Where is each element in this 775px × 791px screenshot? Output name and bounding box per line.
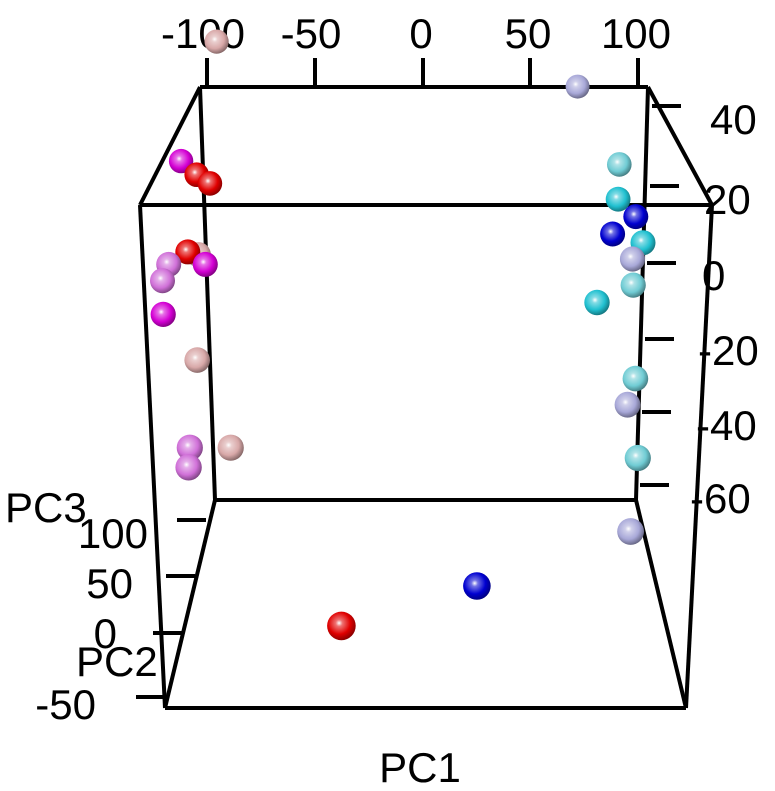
data-point-lavender [614, 391, 641, 418]
bounding-box [138, 85, 714, 710]
pc2-tick-label: 0 [94, 610, 117, 657]
pc2-axis-title: PC2 [76, 638, 158, 685]
box-edge [684, 204, 714, 709]
pc3-axis-title: PC3 [5, 484, 87, 531]
data-point-rosybrown [217, 434, 244, 461]
box-edge [138, 204, 167, 709]
pc1-tick-label: -50 [281, 10, 342, 57]
data-points [150, 29, 656, 641]
pc2-tick-label: 100 [78, 510, 148, 557]
data-point-rosybrown [204, 29, 229, 54]
data-point-rosybrown [184, 347, 210, 373]
data-point-lightcyan [624, 444, 651, 472]
data-point-blue [463, 572, 491, 600]
pc3-tick-label: -60 [690, 475, 751, 522]
pc2-tick-label: -50 [35, 681, 96, 728]
data-point-lightcyan [620, 272, 646, 298]
pc1-tick-label: 50 [505, 10, 552, 57]
pc3-tick-label: -20 [698, 327, 759, 374]
box-edge [163, 499, 217, 709]
pc3-tick-label: 40 [710, 96, 757, 143]
data-point-lavender [619, 246, 646, 272]
data-point-red [175, 239, 201, 265]
box-edge [198, 86, 217, 501]
data-point-orchid [175, 454, 202, 481]
pc3-tick-label: 0 [702, 252, 725, 299]
data-point-lightcyan [622, 365, 649, 392]
data-point-orchid [150, 268, 175, 294]
data-point-lavender [617, 518, 644, 545]
pc3-tick-label: 20 [704, 176, 751, 223]
data-point-lightcyan [607, 152, 632, 177]
pc1-tick-label: 0 [409, 10, 432, 57]
data-point-lavender [565, 74, 590, 99]
pc1-axis: -100 -50 0 50 100 PC1 [161, 10, 671, 791]
data-point-orchid [176, 434, 203, 461]
pc2-axis: 100 50 0 -50 PC3 PC2 [5, 484, 206, 728]
data-point-cyan [605, 186, 631, 212]
pc3-axis: 40 20 0 -20 -40 -60 [640, 96, 759, 522]
data-point-red [327, 611, 356, 641]
pc1-axis-title: PC1 [379, 744, 461, 791]
data-point-magenta [150, 301, 176, 327]
pc2-tick-label: 50 [86, 560, 133, 607]
data-point-magenta [192, 251, 218, 277]
data-point-cyan [584, 289, 610, 316]
box-edge [138, 86, 202, 206]
pc1-tick-label: 100 [601, 10, 671, 57]
data-point-red [197, 171, 223, 196]
box-edge [634, 499, 688, 709]
pc3-tick-label: -40 [696, 402, 757, 449]
data-point-blue [623, 204, 649, 230]
pc1-tick-label: -100 [161, 10, 245, 57]
data-point-blue [600, 221, 626, 247]
